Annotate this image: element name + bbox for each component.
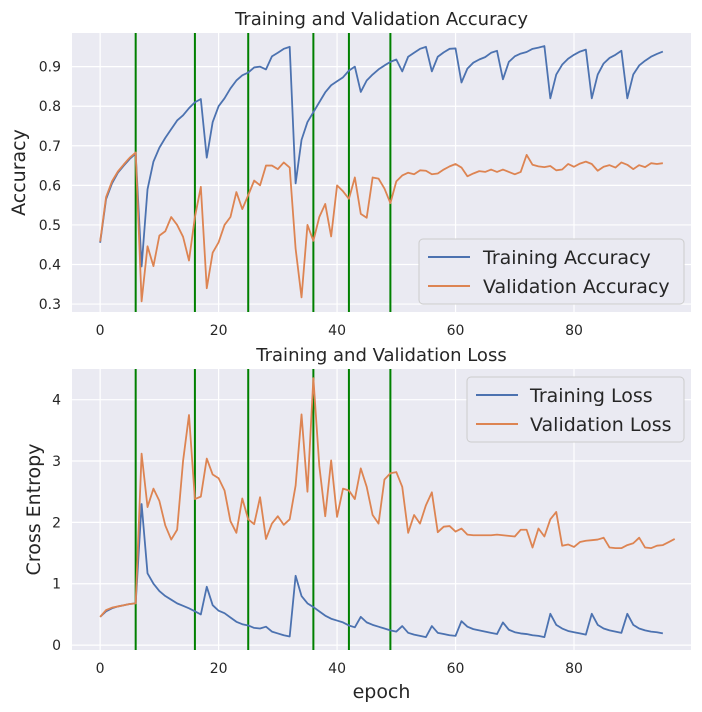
- series-line-training-loss: [99, 503, 664, 639]
- y-tick-label: 0.8: [39, 99, 61, 115]
- y-tick-label: 0: [52, 638, 61, 654]
- x-tick-label: 40: [328, 661, 346, 677]
- y-tick-label: 0.4: [39, 258, 61, 274]
- y-tick-label: 4: [52, 393, 61, 409]
- loss-y-axis-label: Cross Entropy: [23, 444, 45, 576]
- loss-series: [99, 377, 676, 639]
- x-tick-label: 80: [565, 323, 583, 339]
- accuracy-series: [99, 45, 664, 303]
- accuracy-x-ticks: 0 20 40 60 80: [96, 323, 583, 339]
- x-tick-label: 40: [328, 323, 346, 339]
- x-tick-label: 0: [96, 661, 105, 677]
- loss-vlines: [134, 369, 392, 650]
- accuracy-y-axis-label: Accuracy: [8, 129, 30, 216]
- accuracy-legend: Training Accuracy Validation Accuracy: [418, 238, 685, 305]
- y-tick-label: 0.3: [39, 297, 61, 313]
- accuracy-y-ticks: 0.3 0.4 0.5 0.6 0.7 0.8 0.9: [39, 60, 61, 313]
- loss-x-axis-label: epoch: [353, 681, 411, 703]
- loss-chart: 0 20 40 60 80 0 1 2 3 4 Training and Validation …: [23, 345, 691, 703]
- y-tick-label: 0.6: [39, 178, 61, 194]
- x-tick-label: 0: [96, 323, 105, 339]
- x-tick-label: 20: [210, 661, 228, 677]
- y-tick-label: 2: [52, 515, 61, 531]
- y-tick-label: 0.7: [39, 139, 61, 155]
- loss-y-ticks: 0 1 2 3 4: [52, 393, 61, 654]
- x-tick-label: 80: [565, 661, 583, 677]
- x-tick-label: 20: [210, 323, 228, 339]
- loss-legend: Training Loss Validation Loss: [466, 376, 685, 443]
- loss-x-ticks: 0 20 40 60 80: [96, 661, 583, 677]
- x-tick-label: 60: [447, 661, 465, 677]
- legend-label-training-accuracy: Training Accuracy: [482, 247, 651, 269]
- legend-label-training-loss: Training Loss: [529, 385, 653, 407]
- y-tick-label: 0.5: [39, 218, 61, 234]
- series-line-validation-accuracy: [99, 151, 663, 303]
- accuracy-chart: 0 20 40 60 80 0.3 0.4 0.5 0.6 0.7 0.8 0.9 Training…: [8, 9, 691, 339]
- loss-chart-title: Training and Validation Loss: [255, 345, 506, 366]
- y-tick-label: 3: [52, 454, 61, 470]
- accuracy-legend-box: [418, 238, 685, 305]
- series-line-training-accuracy: [99, 45, 664, 268]
- x-tick-label: 60: [447, 323, 465, 339]
- series-line-validation-loss: [99, 377, 676, 618]
- loss-legend-box: [466, 376, 685, 443]
- legend-label-validation-accuracy: Validation Accuracy: [483, 276, 670, 298]
- accuracy-chart-title: Training and Validation Accuracy: [234, 9, 528, 30]
- y-tick-label: 0.9: [39, 60, 61, 76]
- y-tick-label: 1: [52, 577, 61, 593]
- legend-label-validation-loss: Validation Loss: [530, 414, 672, 436]
